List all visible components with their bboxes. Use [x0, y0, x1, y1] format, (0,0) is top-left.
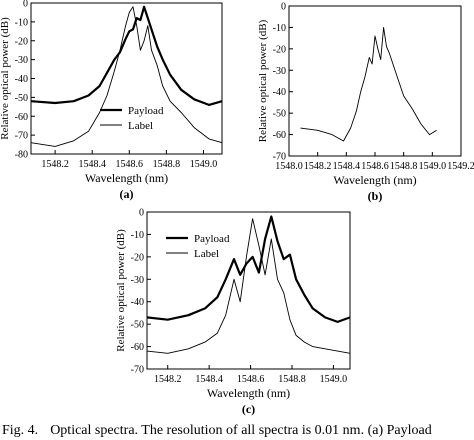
- panel-b-x-tick-label: 1549.2: [447, 161, 474, 172]
- panel-a-x-tick-label: 1548.2: [41, 159, 69, 170]
- panel-c-x-tick-label: 1548.4: [195, 374, 223, 385]
- panel-a-tag: (a): [120, 187, 134, 201]
- panel-c-legend-label: Payload: [194, 233, 230, 245]
- panel-c-x-tick-label: 1548.6: [237, 374, 265, 385]
- panel-c-series-payload-line: [146, 215, 351, 323]
- panel-c-y-tick-label: -20: [131, 252, 144, 263]
- panel-b-tag: (b): [368, 189, 383, 203]
- panel-c-x-tick-label: 1549.0: [320, 374, 348, 385]
- panel-b-y-tick-label: -70: [273, 152, 286, 163]
- panel-a-series-payload-line: [30, 5, 223, 106]
- panel-b-y-tick-label: -60: [273, 130, 286, 141]
- panel-c-y-tick-label: -50: [131, 320, 144, 331]
- panel-c-x-axis-label: Wavelength (nm): [207, 386, 290, 400]
- panel-c-y-tick-label: -40: [131, 297, 144, 308]
- panel-b-x-axis-label: Wavelength (nm): [333, 173, 416, 187]
- panel-a-y-tick-label: -80: [15, 150, 28, 161]
- panel-a-x-tick-label: 1548.8: [153, 159, 181, 170]
- panel-b-y-tick-label: -40: [273, 87, 286, 98]
- panel-b-x-tick-label: 1549.0: [419, 161, 447, 172]
- panel-c-y-tick-label: -60: [131, 342, 144, 353]
- panel-c-y-tick-label: -30: [131, 275, 144, 286]
- panel-b-x-tick-label: 1548.2: [304, 161, 332, 172]
- panel-a-legend-label: Label: [128, 120, 153, 132]
- panel-b-y-tick-label: -10: [273, 23, 286, 34]
- panel-b-y-tick-label: 0: [281, 2, 286, 13]
- panel-a-y-axis-label: Relative optical power (dB): [0, 17, 11, 140]
- panel-b-x-tick-label: 1548.6: [361, 161, 389, 172]
- panel-a-plot-frame: [30, 2, 223, 155]
- panel-c-x-tick-label: 1548.8: [278, 374, 306, 385]
- panel-c-legend: Payload Label: [166, 233, 230, 260]
- panel-a-y-tick-label: -40: [15, 74, 28, 85]
- panel-c-y-tick-label: -70: [131, 365, 144, 376]
- panel-a-y-tick-label: -20: [15, 36, 28, 47]
- panel-b-y-tick-label: -30: [273, 66, 286, 77]
- panel-c-plot-frame: [146, 211, 351, 370]
- panel-a-y-tick-label: -70: [15, 131, 28, 142]
- panel-c-series-label-line: [146, 218, 351, 354]
- panel-a: 1548.2 1548.4 1548.6 1548.8 1549.0 0 -10 -20 -30…: [0, 0, 223, 201]
- panel-c-y-tick-label: -10: [131, 230, 144, 241]
- panel-c-y-tick-label: 0: [139, 208, 144, 219]
- panel-b-plot-frame: [288, 5, 462, 157]
- panel-a-y-tick-label: 0: [23, 0, 28, 10]
- panel-a-legend: Payload Label: [100, 105, 164, 132]
- panel-b-x-tick-label: 1548.0: [275, 161, 303, 172]
- caption-label: Fig. 4.: [2, 423, 39, 438]
- panel-b-y-tick-label: -50: [273, 109, 286, 120]
- panel-a-y-tick-label: -60: [15, 112, 28, 123]
- figure-caption: Fig. 4. Optical spectra. The resolution o…: [2, 421, 474, 440]
- panel-a-series-label-line: [30, 6, 223, 147]
- caption-text: Optical spectra. The resolution of all s…: [50, 423, 432, 438]
- panel-b-x-tick-label: 1548.4: [333, 161, 361, 172]
- panel-b-y-axis-label: Relative optical power (dB): [257, 19, 269, 142]
- panel-c: 1548.2 1548.4 1548.6 1548.8 1549.0 0 -10 -20 -30…: [115, 208, 351, 416]
- panel-a-x-tick-label: 1548.6: [116, 159, 144, 170]
- panel-a-x-tick-label: 1549.0: [190, 159, 218, 170]
- panel-a-x-axis-label: Wavelength (nm): [85, 171, 168, 185]
- panel-a-y-tick-label: -30: [15, 55, 28, 66]
- panel-a-y-tick-label: -10: [15, 17, 28, 28]
- panel-a-legend-label: Payload: [128, 105, 164, 117]
- panel-c-tag: (c): [242, 402, 255, 416]
- panel-c-x-tick-label: 1548.2: [154, 374, 182, 385]
- panel-c-legend-label: Label: [194, 248, 219, 260]
- panel-b: 1548.0 1548.2 1548.4 1548.6 1548.8 1549.0 1549…: [257, 2, 474, 204]
- panel-c-y-axis-label: Relative optical power (dB): [115, 229, 127, 352]
- panel-b-y-tick-label: -20: [273, 44, 286, 55]
- panel-b-series-spectrum-line: [300, 26, 437, 142]
- panel-a-x-tick-label: 1548.4: [78, 159, 106, 170]
- panel-b-x-tick-label: 1548.8: [390, 161, 418, 172]
- panel-a-y-tick-label: -50: [15, 93, 28, 104]
